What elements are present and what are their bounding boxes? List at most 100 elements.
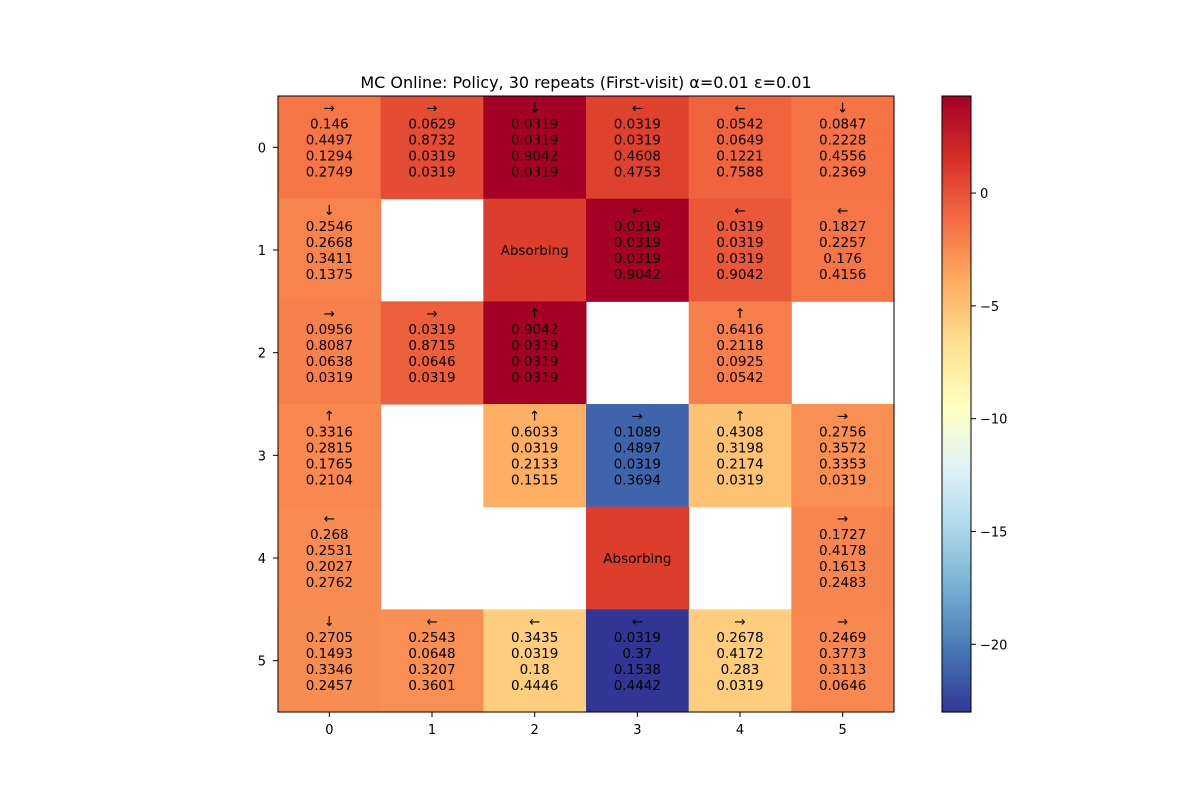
- colorbar-segment: [942, 114, 971, 119]
- colorbar-segment: [942, 447, 971, 451]
- colorbar-segment: [942, 428, 971, 433]
- action-probability: 0.6033: [511, 425, 558, 441]
- colorbar-segment: [942, 305, 971, 310]
- colorbar-tick-label: −15: [980, 525, 1007, 540]
- colorbar-segment: [942, 367, 971, 371]
- colorbar-segment: [942, 622, 971, 627]
- action-probability: 0.3198: [716, 441, 763, 457]
- action-probability: 0.9042: [511, 149, 558, 165]
- y-tick-label: 2: [258, 347, 266, 362]
- y-tick-label: 3: [258, 449, 266, 464]
- action-probability: 0.6416: [716, 322, 763, 338]
- action-probability: 0.0956: [306, 322, 353, 338]
- colorbar-segment: [942, 551, 971, 556]
- policy-arrow: →: [632, 409, 643, 425]
- action-probability: 0.4608: [614, 149, 661, 165]
- cell-rect: [483, 404, 587, 508]
- action-probability: 0.0649: [716, 133, 763, 149]
- action-probability: 0.2543: [408, 630, 455, 646]
- colorbar-segment: [942, 274, 971, 279]
- cell-rect: [380, 96, 484, 200]
- cell-rect: [380, 301, 484, 405]
- colorbar-segment: [942, 185, 971, 189]
- colorbar-segment: [942, 311, 971, 316]
- colorbar-segment: [942, 407, 971, 411]
- cell-rect: [586, 506, 690, 610]
- action-probability: 0.176: [823, 251, 862, 267]
- y-tick-label: 5: [258, 655, 266, 670]
- colorbar-tick-label: 0: [980, 187, 988, 202]
- action-probability: 0.3601: [408, 678, 455, 694]
- action-probability: 0.0319: [306, 370, 353, 386]
- colorbar-segment: [942, 502, 971, 507]
- colorbar-segment: [942, 628, 971, 633]
- colorbar-segment: [942, 320, 971, 325]
- absorbing-label: Absorbing: [603, 551, 671, 567]
- colorbar-segment: [942, 397, 971, 402]
- colorbar-segment: [942, 209, 971, 214]
- action-probability: 0.0542: [716, 370, 763, 386]
- action-probability: 0.0319: [716, 473, 763, 489]
- cell-rect: [278, 609, 382, 713]
- colorbar-segment: [942, 558, 971, 562]
- policy-arrow: ↓: [324, 614, 335, 630]
- action-probability: 0.0646: [819, 678, 866, 694]
- colorbar-segment: [942, 348, 971, 353]
- colorbar-segment: [942, 499, 971, 504]
- colorbar-segment: [942, 96, 971, 100]
- heatmap-cell: Absorbing: [483, 198, 587, 302]
- colorbar-segment: [942, 425, 971, 430]
- colorbar-segment: [942, 471, 971, 476]
- colorbar-tick-label: −10: [980, 413, 1007, 428]
- colorbar-segment: [942, 598, 971, 602]
- colorbar-segment: [942, 659, 971, 664]
- colorbar-segment: [942, 656, 971, 661]
- cell-rect: [586, 96, 690, 200]
- action-probability: 0.0319: [511, 370, 558, 386]
- cell-rect: [791, 609, 895, 713]
- colorbar-segment: [942, 422, 971, 427]
- colorbar-segment: [942, 314, 971, 319]
- colorbar-segment: [942, 286, 971, 291]
- y-tick-label: 4: [258, 552, 266, 567]
- action-probability: 0.1827: [819, 219, 866, 235]
- action-probability: 0.2174: [716, 457, 763, 473]
- action-probability: 0.0648: [408, 646, 455, 662]
- colorbar-segment: [942, 126, 971, 131]
- colorbar-segment: [942, 243, 971, 248]
- action-probability: 0.0646: [408, 354, 455, 370]
- colorbar-segment: [942, 259, 971, 263]
- colorbar-segment: [942, 382, 971, 387]
- colorbar-segment: [942, 206, 971, 211]
- action-probability: 0.9042: [716, 267, 763, 283]
- action-probability: 0.2815: [306, 441, 353, 457]
- colorbar-segment: [942, 573, 971, 578]
- colorbar-segment: [942, 354, 971, 359]
- colorbar-segment: [942, 225, 971, 230]
- policy-arrow: →: [426, 101, 437, 117]
- cell-rect: [278, 404, 382, 508]
- action-probability: 0.0319: [511, 646, 558, 662]
- colorbar-segment: [942, 702, 971, 707]
- colorbar-segment: [942, 591, 971, 596]
- policy-arrow: ←: [426, 614, 437, 630]
- cell-rect: [586, 198, 690, 302]
- colorbar-segment: [942, 653, 971, 658]
- colorbar-segment: [942, 610, 971, 615]
- colorbar-segment: [942, 604, 971, 608]
- colorbar-segment: [942, 388, 971, 393]
- policy-arrow: ↑: [734, 306, 745, 322]
- colorbar-segment: [942, 684, 971, 688]
- policy-arrow: ←: [632, 614, 643, 630]
- colorbar-segment: [942, 351, 971, 356]
- colorbar-segment: [942, 505, 971, 510]
- policy-arrow: ←: [632, 101, 643, 117]
- heatmap-grid: →0.1460.44970.12940.2749→0.06290.87320.0…: [277, 95, 895, 713]
- colorbar-segment: [942, 638, 971, 642]
- action-probability: 0.0847: [819, 117, 866, 133]
